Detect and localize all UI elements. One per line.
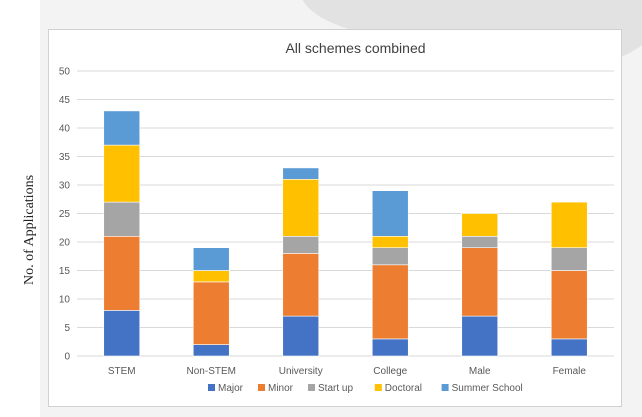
bar-segment-minor [192,281,230,345]
bar-segment-minor [282,253,320,317]
bar-segment-doctoral [461,213,499,237]
legend-label: Doctoral [385,383,422,394]
y-tick-label: 40 [59,124,71,135]
bar-segment-major [371,338,409,357]
y-tick-label: 5 [64,323,70,334]
y-tick-label: 30 [59,181,71,192]
y-tick-label: 50 [59,67,71,78]
x-tick-label: STEM [108,366,136,377]
chart-title: All schemes combined [285,40,425,56]
bar-segment-start-up [282,236,320,254]
x-tick-label: College [373,366,407,377]
y-tick-label: 15 [59,266,71,277]
y-tick-label: 0 [64,352,70,363]
bar-segment-major [192,344,230,357]
bar-segment-major [282,315,320,357]
x-tick-label: Non-STEM [187,366,236,377]
y-tick-label: 20 [59,238,71,249]
legend-label: Minor [268,383,294,394]
bar-segment-summer-school [192,247,230,271]
bar-segment-start-up [461,236,499,249]
bar-segment-summer-school [103,110,141,146]
x-tick-label: University [279,366,323,377]
x-tick-label: Female [553,366,587,377]
chart-frame [48,29,622,407]
y-tick-label: 45 [59,95,71,106]
bar-segment-minor [371,264,409,340]
legend-swatch [308,384,315,391]
left-margin [0,0,40,417]
bar-segment-doctoral [103,144,141,203]
legend-swatch [258,384,265,391]
bar-segment-doctoral [192,270,230,283]
legend-label: Start up [318,383,353,394]
bar-segment-doctoral [550,201,588,249]
bar-segment-minor [103,236,141,311]
bar-segment-start-up [550,247,588,271]
bar-segment-summer-school [282,167,320,180]
bar-segment-summer-school [371,190,409,237]
bar-segment-major [550,338,588,357]
bar-segment-major [103,310,141,357]
x-tick-label: Male [469,366,491,377]
y-tick-label: 25 [59,209,71,220]
bar-segment-start-up [103,201,141,237]
legend-label: Summer School [452,383,523,394]
legend-swatch [208,384,215,391]
bar-segment-doctoral [282,179,320,237]
bar-segment-doctoral [371,236,409,249]
bar-segment-major [461,315,499,357]
bar-segment-minor [550,270,588,340]
y-tick-label: 10 [59,295,71,306]
legend-label: Major [218,383,244,394]
y-tick-label: 35 [59,152,71,163]
legend-swatch [374,384,382,391]
legend-swatch [441,384,449,391]
bar-segment-minor [461,247,499,317]
bar-segment-start-up [371,247,409,266]
